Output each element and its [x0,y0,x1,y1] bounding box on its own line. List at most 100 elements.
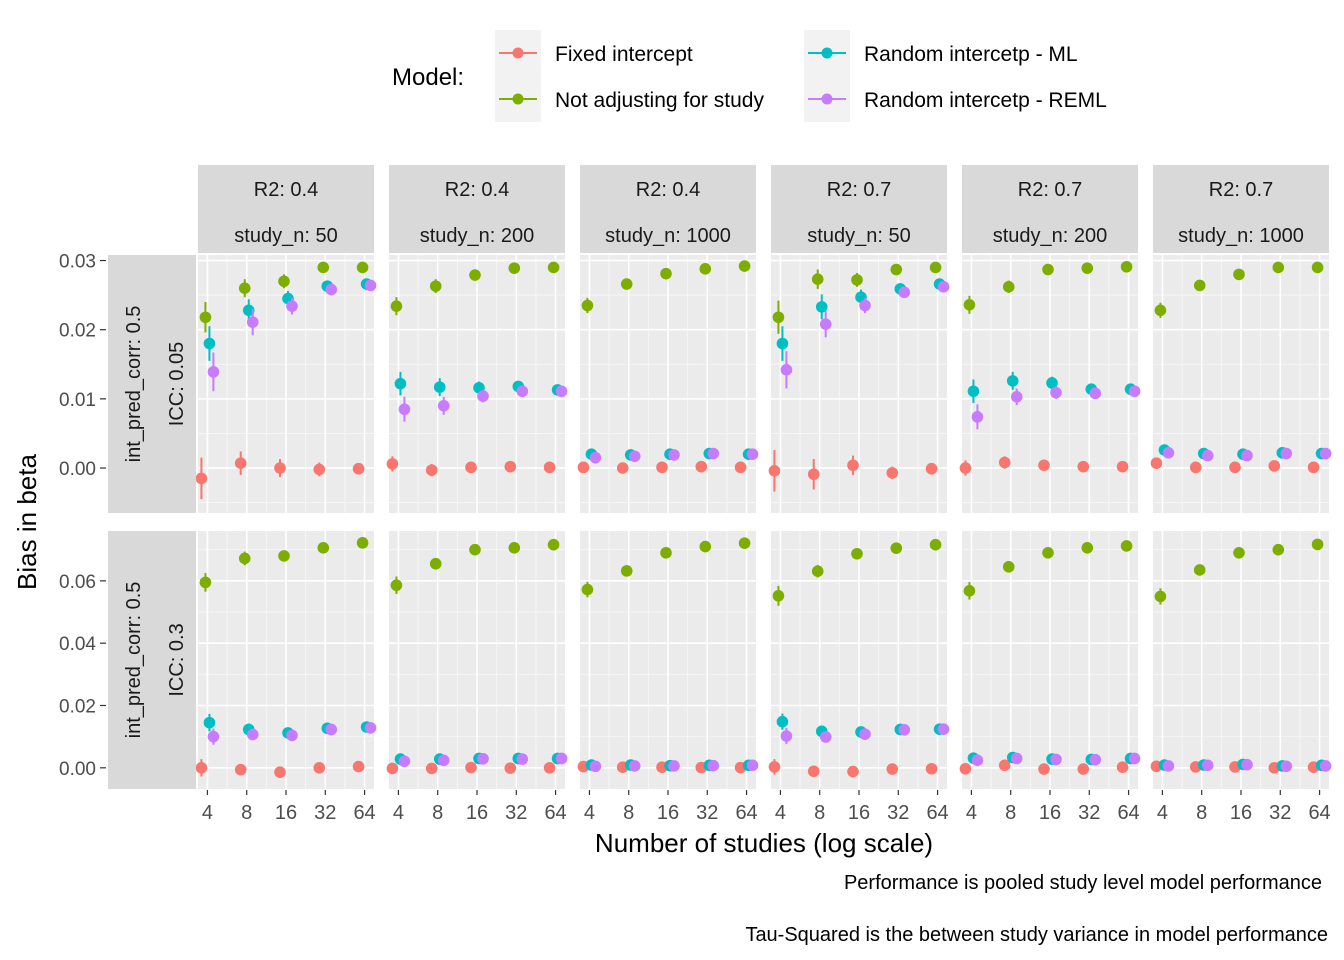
facet-strip-study-n-label: study_n: 200 [993,225,1108,247]
data-point [851,547,863,560]
facet-strip-column [389,165,565,253]
legend-title: Model: [392,64,464,91]
data-point [1280,760,1293,773]
data-point [286,300,298,312]
data-point [516,385,529,398]
facet-strip-column [771,165,947,253]
data-point [477,752,489,765]
y-tick-label: 0.01 [59,390,96,411]
facet-strip-r2-label: R2: 0.4 [636,179,700,201]
data-point [1162,447,1175,459]
data-point [959,762,972,775]
data-point [390,300,403,312]
data-point [668,760,680,772]
facet-panel [1150,255,1332,513]
x-tick-label: 4 [775,802,786,824]
facet-strip-corr-label: int_pred_corr: 0.5 [123,306,145,463]
data-point [199,311,212,324]
data-point [1042,547,1054,559]
data-point [398,755,411,768]
data-point [195,762,208,774]
data-point [859,299,871,312]
data-point [313,762,326,774]
data-point [242,304,255,317]
data-point [581,299,594,312]
data-point [1150,457,1163,469]
data-point [1193,279,1206,292]
data-point [581,583,594,596]
data-point [1233,268,1245,281]
facet-strip-r2-label: R2: 0.7 [827,179,891,201]
data-point [199,576,212,589]
data-point [1201,759,1214,772]
data-point [746,759,759,772]
data-point [364,722,377,734]
data-point [776,715,789,728]
data-point [620,565,633,577]
data-point [1120,260,1133,273]
x-tick-label: 4 [584,802,595,824]
data-point [1002,281,1015,293]
data-point [776,337,789,350]
data-point [811,273,824,286]
data-point [1311,538,1324,551]
data-point [898,723,911,736]
data-point [356,537,369,549]
facet-strip-row [108,255,196,513]
facet-strip-study-n-label: study_n: 50 [234,225,337,247]
facet-panel [768,531,950,789]
facet-strip-icc-label: ICC: 0.3 [166,623,188,696]
facet-strip-column [1153,165,1329,253]
data-point [847,765,859,778]
data-point [207,366,220,378]
facet-strip-r2-label: R2: 0.7 [1018,179,1082,201]
y-axis-label: Bias in beta [12,454,42,590]
data-point [1050,386,1062,399]
data-point [508,262,521,274]
legend-key-point [821,47,833,59]
data-point [504,762,517,774]
data-point [660,267,672,280]
data-point [707,759,720,772]
facet-panel [1150,531,1332,789]
x-tick-label: 4 [966,802,977,824]
data-point [772,311,785,324]
data-point [768,761,781,773]
data-point [660,547,672,559]
data-point [543,461,556,474]
data-point [543,762,556,774]
data-point [886,763,899,775]
x-tick-label: 8 [1005,802,1016,824]
facet-strip-column [580,165,756,253]
data-point [656,461,668,474]
y-tick-label: 0.06 [59,572,96,593]
facet-panel [386,531,568,789]
data-point [1089,753,1102,766]
facet-strip-study-n-label: study_n: 1000 [1178,225,1304,247]
data-point [851,274,863,286]
data-point [429,557,442,570]
data-point [780,730,793,742]
data-point [437,399,450,412]
data-point [356,261,369,274]
data-point [238,282,251,295]
data-point [628,760,641,772]
data-point [429,280,442,292]
x-tick-label: 32 [505,802,527,824]
data-point [469,269,481,281]
data-point [937,723,950,735]
facet-panel [386,255,568,513]
data-point [1081,542,1094,554]
data-point [325,723,338,736]
data-point [234,763,247,776]
legend-label: Not adjusting for study [555,89,764,112]
x-tick-label: 8 [623,802,634,824]
data-point [929,538,942,551]
data-point [819,731,832,743]
x-tick-label: 32 [887,802,909,824]
data-point [695,460,708,473]
data-point [1077,763,1090,775]
data-point [937,281,950,293]
x-tick-label: 64 [353,802,375,824]
x-tick-label: 16 [466,802,488,824]
